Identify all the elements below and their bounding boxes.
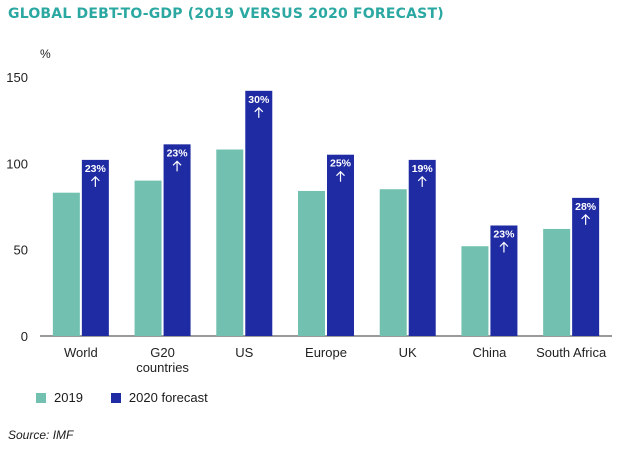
arrow-up-icon: [336, 170, 345, 182]
x-tick-label: countries: [136, 360, 189, 375]
legend-label-2019: 2019: [54, 390, 83, 405]
legend-label-2020-forecast: 2020 forecast: [128, 390, 208, 405]
legend-item-2020-forecast: 2020 forecast: [110, 390, 208, 405]
bar-2020-forecast: [163, 144, 191, 336]
x-tick-label: South Africa: [536, 345, 607, 360]
bar-2019: [379, 189, 407, 336]
data-label: 23%: [167, 147, 189, 159]
bar-2020-forecast: [408, 159, 436, 336]
legend-swatch-2020-forecast: [110, 392, 121, 403]
bar-chart: % 0 50 100 150 23% 23% 30% 25% 19% 23% 28% World G2…: [6, 47, 612, 375]
x-tick-label: UK: [399, 345, 417, 360]
bar-2020-forecast: [245, 90, 273, 337]
x-tick-label: Europe: [305, 345, 347, 360]
bars-group: 23% 23% 30% 25% 19% 23% 28%: [52, 90, 600, 337]
bar-2020-forecast: [327, 154, 354, 336]
data-label: 23%: [85, 163, 107, 175]
y-tick-label: 50: [14, 243, 28, 258]
source-note: Source: IMF: [8, 428, 74, 442]
arrow-up-icon: [499, 241, 509, 253]
y-tick-label: 150: [6, 70, 28, 85]
bar-2020-forecast: [81, 159, 109, 336]
data-label: 19%: [412, 163, 434, 175]
bar-2019: [134, 180, 162, 336]
legend-swatch-2019: [36, 392, 46, 403]
y-axis-unit: %: [40, 47, 51, 61]
data-label: 30%: [248, 94, 270, 106]
x-tick-label: World: [64, 345, 98, 360]
legend-item-2019: 2019: [36, 390, 83, 405]
arrow-up-icon: [581, 214, 591, 225]
data-label: 23%: [493, 228, 515, 240]
x-tick-label: US: [235, 345, 253, 360]
bar-2019: [461, 246, 489, 336]
arrow-up-icon: [90, 176, 100, 187]
legend: 2019 2020 forecast: [36, 390, 208, 405]
y-tick-label: 0: [21, 329, 28, 344]
bar-2019: [52, 192, 80, 336]
arrow-up-icon: [417, 176, 427, 187]
bar-2019: [543, 228, 571, 336]
x-tick-label: G20: [150, 345, 175, 360]
arrow-up-icon: [172, 160, 182, 172]
x-tick-label: China: [472, 345, 507, 360]
y-tick-label: 100: [6, 156, 28, 171]
bar-2019: [298, 190, 325, 336]
data-label: 28%: [575, 201, 597, 213]
chart-title: GLOBAL DEBT-TO-GDP (2019 VERSUS 2020 FOR…: [8, 6, 444, 22]
y-axis: % 0 50 100 150: [6, 47, 612, 344]
arrow-up-icon: [254, 106, 264, 118]
bar-2019: [216, 149, 244, 336]
data-label: 25%: [330, 158, 352, 170]
